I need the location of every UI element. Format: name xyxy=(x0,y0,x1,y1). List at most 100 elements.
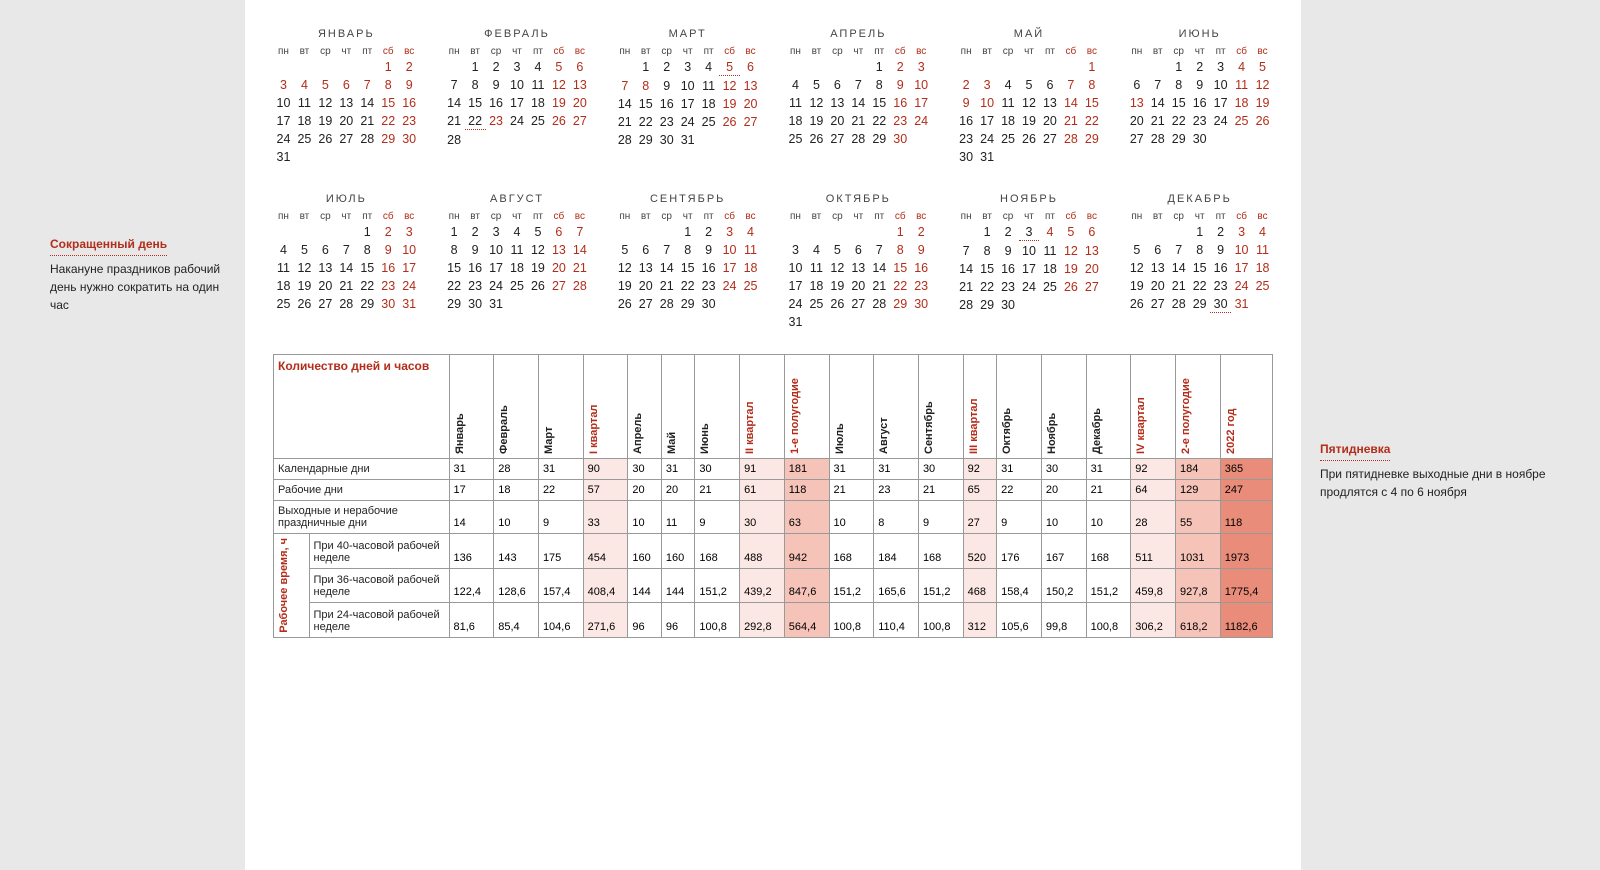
weekday-label: чт xyxy=(1189,211,1210,222)
table-cell: 28 xyxy=(1131,501,1176,534)
calendar-day: 22 xyxy=(444,278,465,294)
calendar-day: 20 xyxy=(336,113,357,129)
table-cell: 100,8 xyxy=(918,603,963,638)
calendar-day: 13 xyxy=(336,95,357,111)
days-grid: ....123456789101112131415161718192021222… xyxy=(273,224,420,312)
calendar-day: 3 xyxy=(1019,224,1040,241)
column-header: Ноябрь xyxy=(1041,355,1086,459)
calendar-day: 11 xyxy=(1231,77,1252,93)
month: НОЯБРЬпнвтсрчтптсбвс.1234567891011121314… xyxy=(956,193,1103,330)
weekday-label: пн xyxy=(1126,46,1147,57)
calendar-day: 14 xyxy=(956,261,977,277)
table-cell: 9 xyxy=(918,501,963,534)
table-cell: 1031 xyxy=(1176,534,1221,569)
weekday-label: пт xyxy=(869,211,890,222)
table-cell: 143 xyxy=(494,534,539,569)
table-cell: 28 xyxy=(494,459,539,480)
weekday-label: вт xyxy=(977,46,998,57)
calendar-day: 28 xyxy=(1168,296,1189,313)
calendar-day: 5 xyxy=(827,242,848,258)
table-cell: 30 xyxy=(740,501,785,534)
table-cell: 18 xyxy=(494,480,539,501)
calendar-day: 23 xyxy=(998,279,1019,295)
table-cell: 30 xyxy=(628,459,661,480)
calendar-day: 9 xyxy=(998,243,1019,259)
calendar-day: 5 xyxy=(315,77,336,93)
weekday-row: пнвтсрчтптсбвс xyxy=(956,46,1103,57)
weekday-label: пт xyxy=(698,46,719,57)
calendar-day: 22 xyxy=(378,113,399,129)
weekday-label: вс xyxy=(740,211,761,222)
month-name: ИЮНЬ xyxy=(1126,28,1273,40)
calendar-day: 26 xyxy=(1252,113,1273,129)
calendar-day: 24 xyxy=(785,296,806,312)
table-cell: 176 xyxy=(997,534,1042,569)
calendar-day: 8 xyxy=(378,77,399,93)
calendar-day: 17 xyxy=(507,95,528,111)
table-cell: 365 xyxy=(1220,459,1272,480)
table-cell: 91 xyxy=(740,459,785,480)
calendar-day: 11 xyxy=(273,260,294,276)
calendar-day: 29 xyxy=(1168,131,1189,147)
table-row: При 36-часовой рабочей неделе122,4128,61… xyxy=(274,568,1273,603)
calendar-day: 22 xyxy=(1168,113,1189,129)
calendar-day: 31 xyxy=(399,296,420,312)
calendar-day: 2 xyxy=(698,224,719,240)
weekday-label: вт xyxy=(294,211,315,222)
calendar-day: 3 xyxy=(486,224,507,240)
calendar-day: 23 xyxy=(890,113,911,129)
calendar-day: 24 xyxy=(1210,113,1231,129)
weekday-label: вт xyxy=(977,211,998,222)
days-grid: .123456789101112131415161718192021222324… xyxy=(956,224,1103,313)
calendar-day: 16 xyxy=(956,113,977,129)
calendar-day: 31 xyxy=(486,296,507,312)
table-cell: 118 xyxy=(784,480,829,501)
calendar-day: 21 xyxy=(656,278,677,294)
month-name: ФЕВРАЛЬ xyxy=(444,28,591,40)
calendar-day: 11 xyxy=(806,260,827,276)
table-cell: 1182,6 xyxy=(1220,603,1272,638)
calendar-day: 8 xyxy=(1081,77,1102,93)
month: ИЮНЬпнвтсрчтптсбвс..12345678910111213141… xyxy=(1126,28,1273,165)
days-grid: ..12345678910111213141516171819202122232… xyxy=(1126,59,1273,147)
calendar-day: 19 xyxy=(548,95,569,111)
column-header: 2-е полугодие xyxy=(1176,355,1221,459)
calendar-day: 22 xyxy=(1189,278,1210,294)
calendar-day: 21 xyxy=(569,260,590,276)
calendar-day: 5 xyxy=(806,77,827,93)
column-header: IV квартал xyxy=(1131,355,1176,459)
calendar-day: 13 xyxy=(827,95,848,111)
calendar-day: 24 xyxy=(507,113,528,130)
table-cell: 292,8 xyxy=(740,603,785,638)
calendar-day: 24 xyxy=(677,114,698,130)
calendar-day: 11 xyxy=(740,242,761,258)
table-cell: 136 xyxy=(449,534,494,569)
calendar-day: 4 xyxy=(740,224,761,240)
calendar-day: 29 xyxy=(869,131,890,147)
calendar-day: 26 xyxy=(315,131,336,147)
calendar-day: 13 xyxy=(315,260,336,276)
table-header-row: Количество дней и часовЯнварьФевральМарт… xyxy=(274,355,1273,459)
table-cell: 454 xyxy=(583,534,628,569)
table-cell: 21 xyxy=(918,480,963,501)
table-cell: 110,4 xyxy=(874,603,919,638)
calendar-day: 21 xyxy=(956,279,977,295)
calendar-day: 19 xyxy=(1252,95,1273,111)
calendar-day: 9 xyxy=(399,77,420,93)
weekday-label: вс xyxy=(911,46,932,57)
calendar-day: 8 xyxy=(1189,242,1210,258)
calendar-day: 3 xyxy=(1210,59,1231,75)
calendar-day: 26 xyxy=(548,113,569,130)
weekday-label: вт xyxy=(806,46,827,57)
calendar-day: 20 xyxy=(827,113,848,129)
column-header: Октябрь xyxy=(997,355,1042,459)
days-grid: ...1234567891011121314151617181920212223… xyxy=(614,224,761,312)
weekday-label: чт xyxy=(848,46,869,57)
calendar-day: 15 xyxy=(635,96,656,112)
row-label: Календарные дни xyxy=(274,459,450,480)
calendar-day: 1 xyxy=(1189,224,1210,240)
weekday-label: сб xyxy=(719,211,740,222)
table-cell: 10 xyxy=(628,501,661,534)
table-cell: 92 xyxy=(963,459,996,480)
table-cell: 1775,4 xyxy=(1220,568,1272,603)
